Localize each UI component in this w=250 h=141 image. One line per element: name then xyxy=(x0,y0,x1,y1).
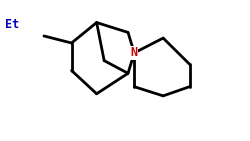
Text: N: N xyxy=(130,46,137,59)
Text: Et: Et xyxy=(5,18,19,31)
